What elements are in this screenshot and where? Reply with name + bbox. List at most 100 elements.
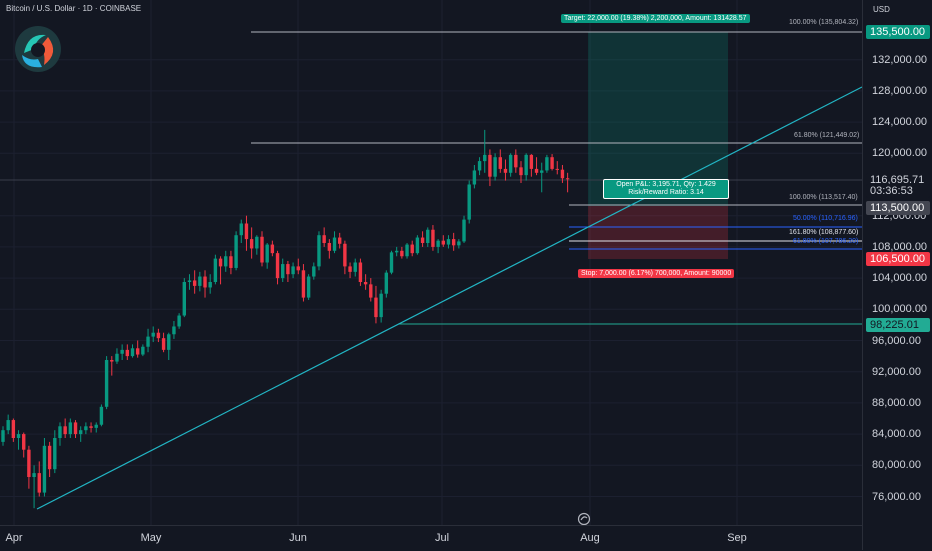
candle-body xyxy=(146,336,150,347)
candle-body xyxy=(53,438,57,470)
candle-body xyxy=(457,241,461,246)
candle-body xyxy=(110,360,114,362)
price-tick-label: 104,000.00 xyxy=(872,272,928,285)
candle-body xyxy=(436,240,440,247)
candle-body xyxy=(534,168,539,173)
chart-plot[interactable] xyxy=(0,0,862,525)
candle-countdown: 03:36:53 xyxy=(866,184,930,198)
candle-body xyxy=(239,223,243,236)
open-pnl-text: Open P&L: 3,195.71, Qty: 1.429 xyxy=(616,181,716,188)
candle-body xyxy=(565,178,570,180)
time-label: Sep xyxy=(727,532,747,544)
candle-body xyxy=(529,154,534,169)
currency-label[interactable]: USD xyxy=(873,5,890,14)
candle-body xyxy=(451,239,456,246)
candle-body xyxy=(84,426,88,431)
candle-body xyxy=(213,258,218,282)
candle-body xyxy=(198,276,202,286)
candle-body xyxy=(405,244,409,257)
price-tick-label: 96,000.00 xyxy=(872,334,921,347)
candle-body xyxy=(369,284,373,298)
entry-price-tag: 113,500.00 xyxy=(866,201,930,215)
candle-body xyxy=(488,154,492,177)
candle-body xyxy=(348,266,352,272)
candle-body xyxy=(172,326,176,335)
candle-body xyxy=(503,168,508,173)
candle-body xyxy=(104,360,109,407)
candle-body xyxy=(493,157,497,177)
fib-label-top: 100.00% (135,804.32) xyxy=(789,19,859,26)
candle-body xyxy=(73,422,78,435)
candle-body xyxy=(343,243,347,267)
candle-body xyxy=(317,235,321,267)
price-tick-label: 76,000.00 xyxy=(872,490,921,503)
loss-zone xyxy=(588,206,728,259)
candle-body xyxy=(16,434,21,438)
candle-body xyxy=(291,266,295,275)
stop-label: Stop: 7,000.00 (6.17%) 700,000, Amount: … xyxy=(578,269,735,278)
candle-body xyxy=(296,266,300,271)
position-info-box: Open P&L: 3,195.71, Qty: 1.429 Risk/Rewa… xyxy=(603,179,729,199)
symbol-title[interactable]: Bitcoin / U.S. Dollar · 1D · COINBASE xyxy=(6,4,142,13)
candle-body xyxy=(135,348,140,355)
candle-body xyxy=(58,426,62,438)
candle-body xyxy=(560,169,565,179)
snapshot-icon[interactable] xyxy=(577,512,591,526)
candle-body xyxy=(441,240,445,245)
candle-body xyxy=(301,270,306,298)
trendline xyxy=(36,86,862,510)
trendline-line xyxy=(36,86,862,510)
candle-body xyxy=(182,282,186,316)
candle-body xyxy=(400,250,404,257)
time-label: Jun xyxy=(289,532,307,544)
candle-body xyxy=(483,154,487,162)
candle-body xyxy=(94,424,98,428)
candle-body xyxy=(270,244,275,254)
candle-body xyxy=(177,315,181,327)
candle-body xyxy=(6,420,10,431)
candle-body xyxy=(508,154,513,173)
candle-body xyxy=(281,264,285,279)
candle-body xyxy=(338,237,342,244)
candle-body xyxy=(322,235,326,243)
candle-body xyxy=(275,253,280,279)
candle-body xyxy=(125,349,130,357)
candle-body xyxy=(156,332,161,339)
price-tick-label: 108,000.00 xyxy=(872,240,928,253)
candle-body xyxy=(540,170,544,173)
candle-body xyxy=(550,157,554,169)
candle-body xyxy=(151,332,155,337)
fibonacci-lines xyxy=(0,31,862,325)
candle-body xyxy=(115,353,119,362)
time-label: Apr xyxy=(5,532,23,544)
candle-body xyxy=(415,237,420,254)
price-tick-label: 80,000.00 xyxy=(872,459,921,472)
time-axis[interactable] xyxy=(0,525,862,551)
candle-body xyxy=(161,338,166,350)
candle-body xyxy=(498,157,502,169)
price-tick-label: 124,000.00 xyxy=(872,116,928,129)
candle-body xyxy=(332,237,337,251)
candle-body xyxy=(260,236,264,263)
candle-body xyxy=(89,426,93,428)
candle-body xyxy=(63,426,67,435)
candle-body xyxy=(208,282,212,288)
symbol-logo-icon xyxy=(14,25,62,73)
candle-body xyxy=(514,154,518,168)
candle-body xyxy=(467,184,471,220)
candle-body xyxy=(42,445,47,493)
fib-label-618-upper: 61.80% (121,449.02) xyxy=(794,132,860,139)
current-price-tag: 116,695.71 xyxy=(866,173,930,187)
candle-body xyxy=(37,473,41,493)
chart-canvas[interactable]: Bitcoin / U.S. Dollar · 1D · COINBASE Ta… xyxy=(0,0,862,526)
price-axis[interactable]: USD xyxy=(862,0,932,550)
candle-body xyxy=(167,334,171,350)
target-price-tag: 135,500.00 xyxy=(866,25,930,39)
candle-body xyxy=(68,422,73,435)
candle-body xyxy=(203,276,207,288)
candle-body xyxy=(192,280,197,286)
candle-body xyxy=(244,223,249,240)
candle-body xyxy=(353,262,357,272)
price-tick-label: 92,000.00 xyxy=(872,365,921,378)
candle-body xyxy=(47,445,52,470)
